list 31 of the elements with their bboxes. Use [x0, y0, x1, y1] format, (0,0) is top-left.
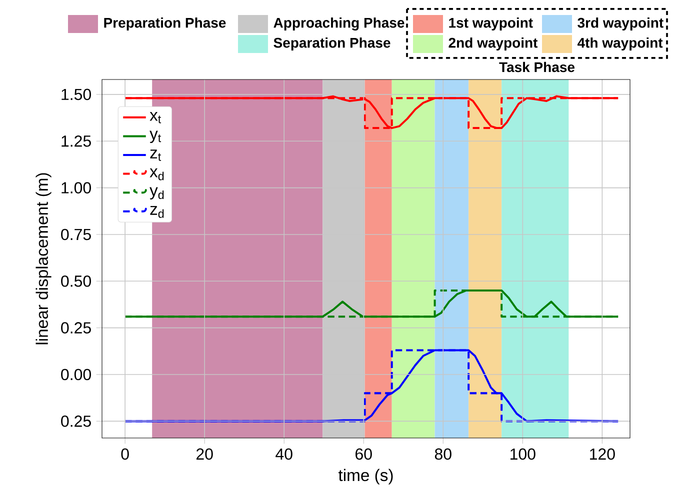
legend-label: Preparation Phase: [104, 17, 226, 31]
y-tick-label: 0.25: [61, 416, 91, 427]
y-tick-label: 1.00: [62, 182, 91, 194]
legend-label: Separation Phase: [274, 37, 390, 51]
legend-label: 1st waypoint: [449, 17, 533, 31]
y-tick-label: 0.75: [61, 228, 91, 240]
x-tick-label: 80: [434, 448, 452, 460]
legend-title: Task Phase: [499, 62, 575, 72]
y-tick-label: 0.50: [61, 275, 91, 287]
y-tick-label: 1.25: [62, 135, 91, 147]
legend-label: z$_{d}$: [150, 206, 164, 218]
y-tick-label: 0.00: [61, 368, 91, 380]
x-tick-label: 120: [590, 448, 615, 460]
legend-label: 2nd waypoint: [448, 37, 538, 51]
y-tick-label: 0.25: [61, 322, 91, 334]
y-tick-label: 1.50: [62, 88, 91, 100]
legend-label: z$_{t}$: [150, 150, 162, 161]
x-tick-label: 0: [121, 448, 129, 460]
legend-label: 3rd waypoint: [578, 17, 664, 31]
legend-label: y$_{t}$: [150, 130, 162, 144]
legend-label: x$_{t}$: [150, 112, 162, 124]
x-tick-label: 100: [510, 448, 536, 460]
legend-label: Approaching Phase: [274, 17, 404, 31]
x-tick-label: 20: [196, 448, 213, 460]
x-tick-label: 60: [356, 448, 372, 460]
y-axis-title: linear displacement (m): [36, 173, 52, 344]
legend-label: x$_{d}$: [150, 168, 164, 180]
legend-label: 4th waypoint: [577, 37, 663, 51]
legend-label: y$_{d}$: [150, 187, 164, 200]
x-axis-title: time (s): [338, 468, 393, 484]
x-tick-label: 40: [276, 448, 292, 460]
